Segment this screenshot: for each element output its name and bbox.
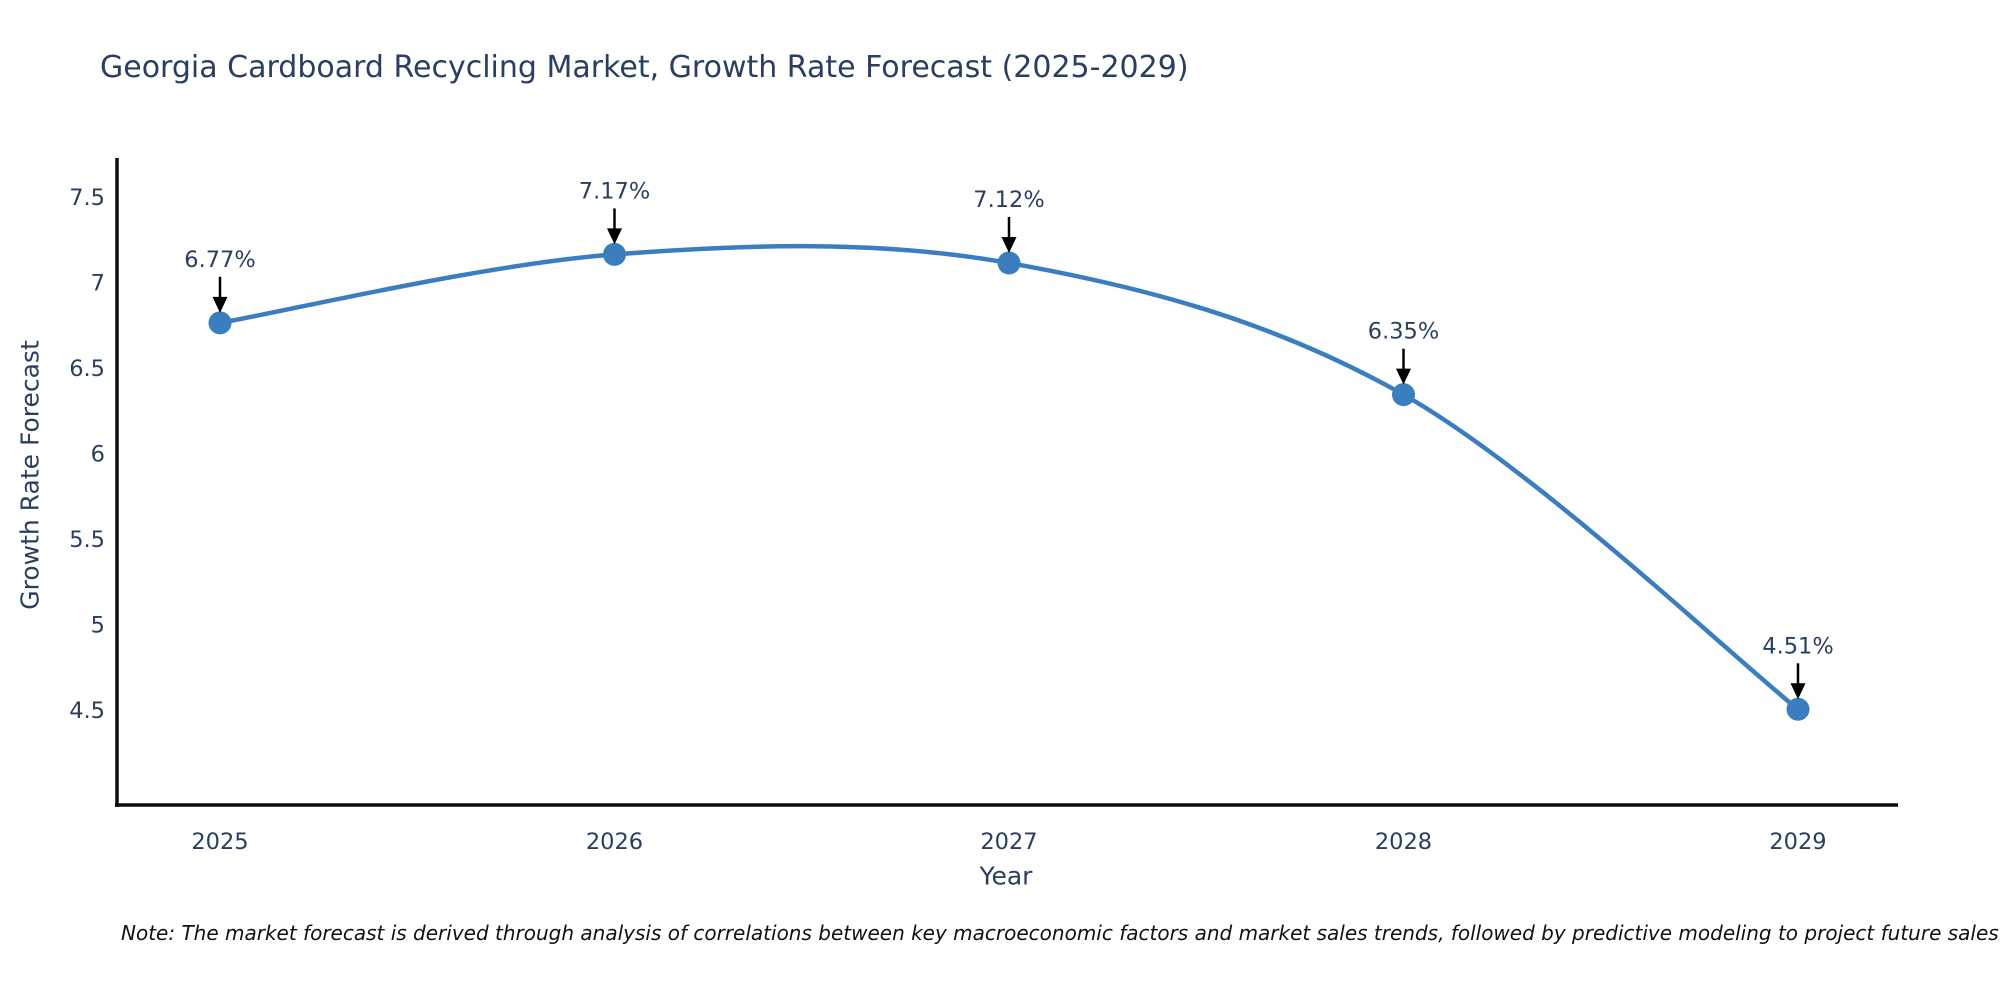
footnote: Note: The market forecast is derived thr…	[121, 921, 1999, 945]
data-point-label: 6.77%	[184, 247, 255, 273]
data-point-label: 6.35%	[1368, 319, 1439, 345]
y-tick-label: 6	[91, 442, 105, 468]
annotation-arrowhead-icon	[1001, 236, 1017, 253]
data-point-marker[interactable]	[603, 242, 626, 266]
data-point-marker[interactable]	[208, 311, 232, 335]
data-point-marker[interactable]	[997, 251, 1021, 275]
forecast-line	[217, 243, 1801, 712]
x-tick-label: 2028	[1375, 829, 1432, 855]
annotation-arrowhead-icon	[607, 228, 622, 245]
x-tick-label: 2027	[980, 829, 1037, 855]
footnote-container: Note: The market forecast is derived thr…	[0, 905, 2000, 965]
y-tick-label: 7.5	[69, 185, 105, 211]
data-point-marker[interactable]	[1786, 697, 1810, 721]
x-tick-label: 2029	[1769, 829, 1826, 855]
data-point-label: 7.17%	[579, 178, 650, 204]
annotation-arrowhead-icon	[212, 296, 228, 313]
annotation-arrowhead-icon	[1396, 368, 1411, 385]
y-tick-label: 7	[91, 271, 105, 297]
y-tick-label: 6.5	[69, 356, 105, 382]
data-point-marker[interactable]	[1392, 383, 1415, 407]
chart-title: Georgia Cardboard Recycling Market, Grow…	[100, 50, 1189, 85]
x-tick-label: 2025	[191, 829, 248, 855]
data-point-label: 7.12%	[973, 187, 1044, 213]
x-tick-label: 2026	[586, 829, 643, 855]
annotation-arrowhead-icon	[1790, 683, 1806, 700]
data-point-label: 4.51%	[1762, 633, 1833, 659]
y-tick-label: 5.5	[69, 527, 105, 553]
x-axis-title: Year	[979, 861, 1033, 891]
y-tick-label: 5	[91, 613, 105, 639]
y-tick-label: 4.5	[69, 698, 105, 724]
